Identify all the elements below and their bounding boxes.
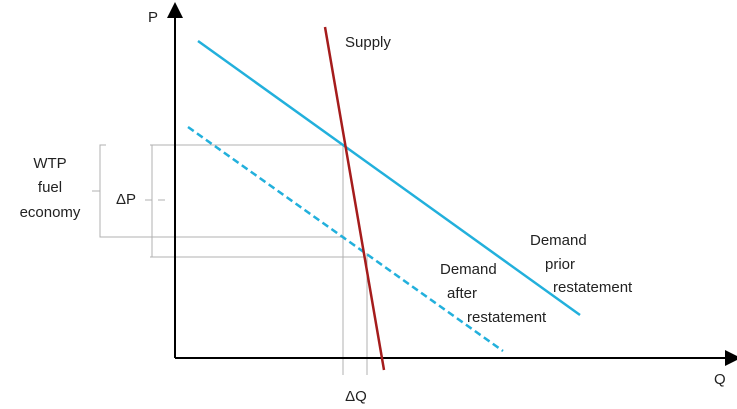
wtp-label: economy	[20, 204, 81, 221]
supply-line	[323, 26, 386, 371]
demand-prior-line	[197, 39, 581, 317]
demand-after-label: after	[447, 285, 477, 302]
demand-prior-label: prior	[545, 256, 575, 273]
y-axis-label: P	[148, 9, 158, 26]
x-axis-label: Q	[714, 371, 726, 388]
demand-after-line	[187, 125, 504, 353]
supply-label: Supply	[345, 34, 391, 51]
bracket	[92, 144, 106, 238]
delta-p-label: ΔP	[116, 191, 136, 208]
demand-prior-label: restatement	[553, 279, 633, 296]
demand-prior-label: Demand	[530, 232, 587, 249]
guides	[92, 144, 368, 375]
wtp-label: WTP	[33, 155, 66, 172]
bracket	[145, 144, 165, 258]
wtp-label: fuel	[38, 179, 62, 196]
delta-q-label: ΔQ	[345, 388, 367, 405]
demand-after-label: restatement	[467, 309, 547, 326]
demand-after-label: Demand	[440, 261, 497, 278]
